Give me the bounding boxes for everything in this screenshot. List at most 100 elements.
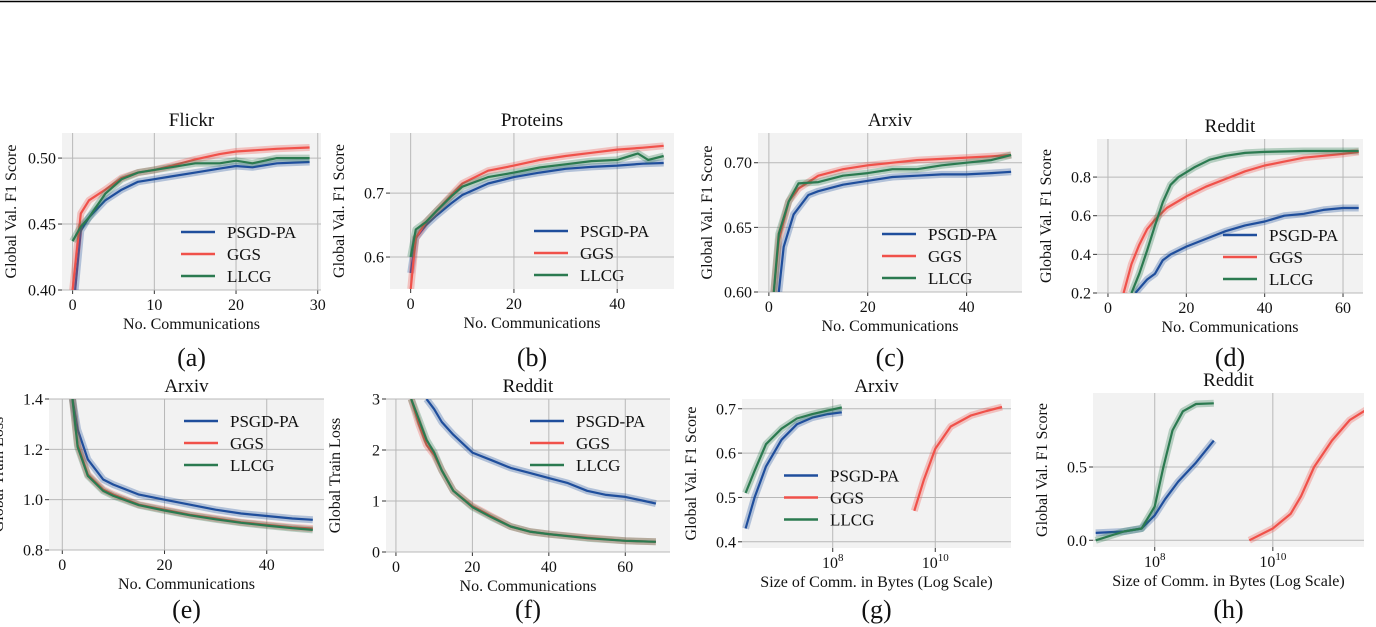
plot-area — [742, 399, 1011, 548]
legend-label: PSGD-PA — [227, 223, 297, 242]
series-line-psgd-pa — [1134, 206, 1359, 293]
subplot-caption: (h) — [1213, 595, 1243, 624]
x-tick-label: 0 — [407, 296, 415, 313]
subplot-d: 0 20 40 60 0.2 0.4 0.6 0.8 Reddit No. Communicati… — [1038, 116, 1363, 372]
series-line-psgd-pa — [71, 399, 313, 521]
x-tick-label: 108 — [822, 552, 844, 572]
x-tick-label: 20 — [1178, 300, 1194, 317]
legend-label: LLCG — [580, 266, 624, 285]
subplot-h: 108 1010 0.0 0.5 Reddit Size of Comm. in Byte… — [1034, 370, 1364, 624]
series-group — [407, 399, 657, 546]
series-line-llcg — [744, 406, 843, 494]
y-tick-label: 0.60 — [724, 285, 752, 302]
subplot-caption: (e) — [172, 595, 201, 624]
series-group — [1094, 399, 1364, 544]
y-tick-label: 0.4 — [1071, 247, 1091, 264]
x-tick-label: 0 — [1104, 300, 1112, 317]
legend-label: PSGD-PA — [830, 467, 900, 486]
legend: PSGD-PA GGS LLCG — [882, 225, 998, 288]
legend-label: GGS — [1269, 248, 1303, 267]
y-axis-label: Global Train Loss — [327, 418, 344, 534]
legend: PSGD-PA GGS LLCG — [530, 412, 646, 475]
x-tick-label: 108 — [1144, 551, 1166, 571]
y-tick-label: 1.2 — [23, 442, 43, 459]
subplot-title: Flickr — [169, 110, 215, 131]
y-tick-label: 0.70 — [724, 155, 752, 172]
y-axis-label: Global Val. F1 Score — [3, 145, 20, 279]
legend: PSGD-PA GGS LLCG — [784, 467, 900, 530]
series-line-llcg — [1095, 402, 1214, 542]
series-line-psgd-pa — [744, 411, 842, 529]
y-tick-label: 2 — [372, 443, 380, 460]
subplot-caption: (g) — [861, 595, 891, 624]
plot-area — [1093, 393, 1364, 547]
series-group — [69, 399, 314, 534]
legend-label: LLCG — [830, 511, 874, 530]
series-line-ggs — [1248, 409, 1364, 542]
y-tick-label: 1.0 — [23, 492, 43, 509]
y-tick-label: 1 — [372, 494, 380, 511]
y-tick-label: 0.0 — [1067, 533, 1087, 550]
series-group — [407, 142, 665, 289]
x-tick-label: 40 — [1257, 300, 1273, 317]
legend: PSGD-PA GGS LLCG — [184, 412, 300, 475]
legend-label: LLCG — [227, 267, 271, 286]
y-tick-label: 0.6 — [364, 250, 384, 267]
y-tick-label: 0.40 — [28, 283, 56, 300]
x-tick-label: 30 — [310, 297, 326, 314]
subplot-caption: (a) — [177, 343, 206, 372]
x-tick-label: 60 — [1335, 300, 1351, 317]
y-tick-label: 3 — [372, 392, 380, 409]
x-tick-label: 20 — [157, 557, 173, 574]
legend-label: LLCG — [576, 456, 620, 475]
series-group — [69, 144, 310, 290]
x-tick-label: 0 — [392, 559, 400, 576]
legend-label: GGS — [230, 434, 264, 453]
x-tick-label: 40 — [609, 296, 625, 313]
x-axis-label: Size of Comm. in Bytes (Log Scale) — [760, 574, 992, 591]
subplot-title: Arxiv — [868, 110, 913, 131]
y-tick-label: 0.45 — [28, 217, 56, 234]
legend: PSGD-PA GGS LLCG — [181, 223, 297, 286]
y-axis-label: Global Val. F1 Score — [331, 144, 348, 278]
y-tick-label: 0.8 — [23, 543, 43, 560]
series-group — [770, 151, 1012, 292]
subplot-title: Arxiv — [854, 376, 899, 397]
legend-label: GGS — [576, 434, 610, 453]
plot-area — [386, 399, 670, 552]
series-group — [742, 403, 1003, 530]
x-tick-label: 10 — [146, 297, 162, 314]
subplot-title: Proteins — [501, 110, 563, 131]
plot-area — [758, 133, 1022, 292]
subplot-f: 0 20 40 60 0 1 2 3 Reddit No. Communications Globa… — [327, 376, 670, 624]
subplot-title: Reddit — [1205, 116, 1256, 137]
y-axis-label: Global Val. F1 Score — [1038, 149, 1055, 283]
series-line-llcg — [409, 152, 664, 258]
legend-label: GGS — [580, 244, 614, 263]
x-tick-label: 0 — [58, 557, 66, 574]
subplot-c: 0 20 40 0.60 0.65 0.70 Arxiv No. Communications… — [699, 110, 1022, 372]
x-tick-label: 0 — [765, 299, 773, 316]
y-tick-label: 0.5 — [1067, 459, 1087, 476]
legend-label: PSGD-PA — [928, 225, 998, 244]
x-axis-label: Size of Comm. in Bytes (Log Scale) — [1112, 573, 1344, 590]
y-tick-label: 0.8 — [1071, 170, 1091, 187]
series-group — [1120, 147, 1360, 293]
legend-label: PSGD-PA — [230, 412, 300, 431]
x-tick-label: 40 — [541, 559, 557, 576]
plot-area — [49, 399, 324, 550]
x-axis-label: No. Communications — [1162, 319, 1299, 336]
subplot-caption: (b) — [517, 343, 547, 372]
legend-label: GGS — [928, 247, 962, 266]
series-line-llcg — [772, 153, 1012, 292]
y-tick-label: 0.4 — [716, 534, 736, 551]
y-tick-label: 0.65 — [724, 220, 752, 237]
legend-label: GGS — [830, 489, 864, 508]
subplot-b: 0 20 40 0.6 0.7 Proteins No. Communications Glo… — [331, 110, 674, 372]
x-axis-label: No. Communications — [123, 316, 260, 333]
series-line-psgd-pa — [777, 170, 1012, 292]
series-line-ggs — [1122, 150, 1359, 293]
x-tick-label: 20 — [860, 299, 876, 316]
legend-label: PSGD-PA — [580, 222, 650, 241]
